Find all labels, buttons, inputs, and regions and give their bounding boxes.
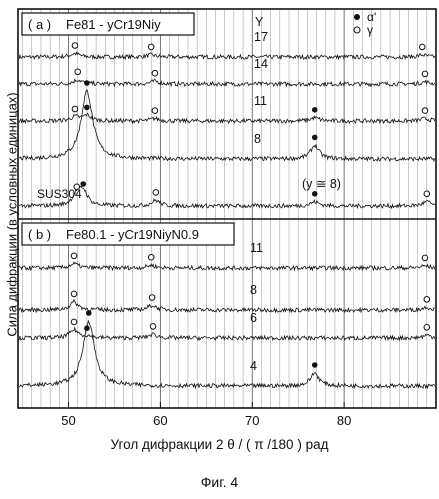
- legend-alpha-marker: [354, 14, 360, 20]
- legend-gamma-marker: [354, 27, 360, 33]
- gamma-marker: [150, 324, 156, 330]
- y-column-header: Y: [255, 15, 264, 29]
- series-label: 6: [250, 311, 257, 325]
- trace-1-4: [19, 321, 435, 388]
- gamma-marker: [422, 108, 428, 114]
- gamma-marker: [153, 190, 159, 196]
- gamma-marker: [424, 191, 430, 197]
- y-axis-label: Сила дифракции (в условных единицах): [5, 25, 20, 405]
- gamma-marker: [71, 253, 77, 259]
- legend-label: γ: [367, 23, 373, 37]
- gamma-marker: [422, 71, 428, 77]
- series-label: 8: [254, 132, 261, 146]
- series-label: 4: [250, 359, 257, 373]
- figure-caption: Фиг. 4: [0, 474, 439, 490]
- series-annotation: (y ≅ 8): [302, 177, 341, 191]
- trace-1-11: [19, 262, 435, 270]
- x-tick-label: 50: [61, 413, 75, 428]
- x-tick-label: 60: [153, 413, 167, 428]
- gamma-marker: [152, 108, 158, 114]
- alpha-marker: [86, 310, 92, 316]
- series-label: 14: [254, 57, 268, 71]
- series-label: 8: [250, 283, 257, 297]
- trace-0-17: [19, 52, 435, 59]
- gamma-marker: [72, 106, 78, 112]
- gamma-marker: [148, 44, 154, 50]
- panel-tag: ( b ): [28, 227, 51, 242]
- alpha-marker: [80, 181, 86, 187]
- gamma-marker: [75, 69, 81, 75]
- gamma-marker: [149, 295, 155, 301]
- alpha-marker: [312, 191, 318, 197]
- series-label: SUS304: [37, 187, 82, 201]
- gamma-marker: [419, 44, 425, 50]
- alpha-marker: [84, 80, 90, 86]
- panel-tag: ( a ): [28, 17, 51, 32]
- series-label: 17: [254, 30, 268, 44]
- series-label: 11: [254, 94, 267, 108]
- legend-label: α': [367, 10, 376, 24]
- diffraction-traces: [19, 52, 435, 388]
- series-label: 11: [250, 241, 263, 255]
- trace-1-8: [19, 300, 435, 312]
- gamma-marker: [422, 255, 428, 261]
- gamma-marker: [72, 43, 78, 49]
- alpha-marker: [312, 362, 318, 368]
- alpha-marker: [84, 325, 90, 331]
- gamma-marker: [424, 297, 430, 303]
- x-tick-label: 80: [337, 413, 351, 428]
- x-axis-label: Угол дифракции 2 θ / ( π /180 ) рад: [0, 437, 439, 452]
- x-tick-label: 70: [245, 413, 259, 428]
- trace-0-14: [19, 79, 435, 86]
- gamma-marker: [424, 325, 430, 331]
- trace-1-6: [19, 328, 435, 340]
- trace-0-8: [19, 90, 435, 161]
- alpha-marker: [312, 107, 318, 113]
- plot-frame: [18, 9, 436, 408]
- gamma-marker: [148, 254, 154, 260]
- alpha-marker: [312, 135, 318, 141]
- gamma-marker: [152, 70, 158, 76]
- panel-formula: Fe80.1 - yCr19NiyN0.9: [66, 227, 199, 242]
- gamma-marker: [71, 319, 77, 325]
- alpha-marker: [84, 105, 90, 111]
- chart-text: 17 14 11 8 SUS304 (y ≅ 8) ( a ) Fe81 - yCr19Niy…: [22, 10, 376, 373]
- panel-formula: Fe81 - yCr19Niy: [66, 17, 161, 32]
- gamma-marker: [71, 291, 77, 297]
